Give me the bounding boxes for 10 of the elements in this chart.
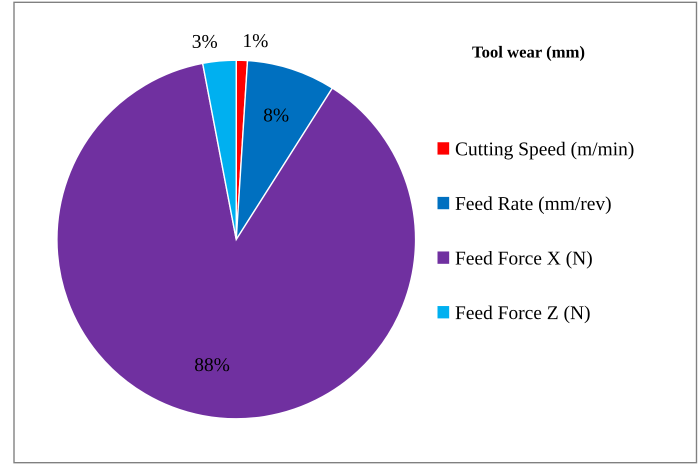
- legend-label: Cutting Speed (m/min): [456, 142, 634, 160]
- data-label: 88%: [194, 358, 230, 372]
- text: Tool wear (mm): [472, 46, 584, 62]
- data-label: 8%: [264, 108, 288, 122]
- data-label: 1%: [244, 34, 268, 48]
- legend-label: Feed Rate (mm/rev): [456, 196, 611, 214]
- legend-label: Feed Force X (N): [456, 251, 592, 269]
- data-label: 3%: [192, 34, 218, 48]
- pie-slice: [56, 62, 416, 420]
- legend-label: Feed Force Z (N): [456, 306, 590, 324]
